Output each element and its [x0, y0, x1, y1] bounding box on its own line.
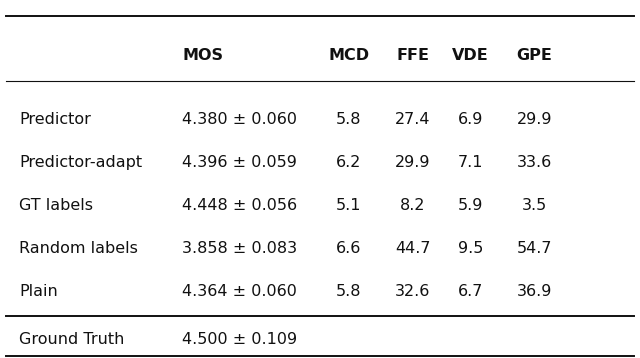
Text: GT labels: GT labels — [19, 198, 93, 213]
Text: 6.2: 6.2 — [336, 155, 362, 170]
Text: 5.8: 5.8 — [336, 112, 362, 127]
Text: 27.4: 27.4 — [395, 112, 431, 127]
Text: 29.9: 29.9 — [395, 155, 431, 170]
Text: Predictor: Predictor — [19, 112, 91, 127]
Text: 3.858 ± 0.083: 3.858 ± 0.083 — [182, 241, 298, 256]
Text: VDE: VDE — [452, 48, 489, 63]
Text: Predictor-adapt: Predictor-adapt — [19, 155, 142, 170]
Text: 3.5: 3.5 — [522, 198, 547, 213]
Text: 7.1: 7.1 — [458, 155, 483, 170]
Text: 44.7: 44.7 — [395, 241, 431, 256]
Text: 4.396 ± 0.059: 4.396 ± 0.059 — [182, 155, 297, 170]
Text: 8.2: 8.2 — [400, 198, 426, 213]
Text: FFE: FFE — [396, 48, 429, 63]
Text: 4.380 ± 0.060: 4.380 ± 0.060 — [182, 112, 298, 127]
Text: 6.7: 6.7 — [458, 284, 483, 299]
Text: 4.448 ± 0.056: 4.448 ± 0.056 — [182, 198, 298, 213]
Text: Plain: Plain — [19, 284, 58, 299]
Text: 33.6: 33.6 — [516, 155, 552, 170]
Text: 29.9: 29.9 — [516, 112, 552, 127]
Text: GPE: GPE — [516, 48, 552, 63]
Text: 6.6: 6.6 — [336, 241, 362, 256]
Text: 4.364 ± 0.060: 4.364 ± 0.060 — [182, 284, 297, 299]
Text: 9.5: 9.5 — [458, 241, 483, 256]
Text: 32.6: 32.6 — [395, 284, 431, 299]
Text: 5.1: 5.1 — [336, 198, 362, 213]
Text: 6.9: 6.9 — [458, 112, 483, 127]
Text: 36.9: 36.9 — [516, 284, 552, 299]
Text: Random labels: Random labels — [19, 241, 138, 256]
Text: 4.500 ± 0.109: 4.500 ± 0.109 — [182, 332, 298, 347]
Text: Ground Truth: Ground Truth — [19, 332, 125, 347]
Text: 54.7: 54.7 — [516, 241, 552, 256]
Text: 5.8: 5.8 — [336, 284, 362, 299]
Text: MOS: MOS — [182, 48, 223, 63]
Text: MCD: MCD — [328, 48, 369, 63]
Text: 5.9: 5.9 — [458, 198, 483, 213]
